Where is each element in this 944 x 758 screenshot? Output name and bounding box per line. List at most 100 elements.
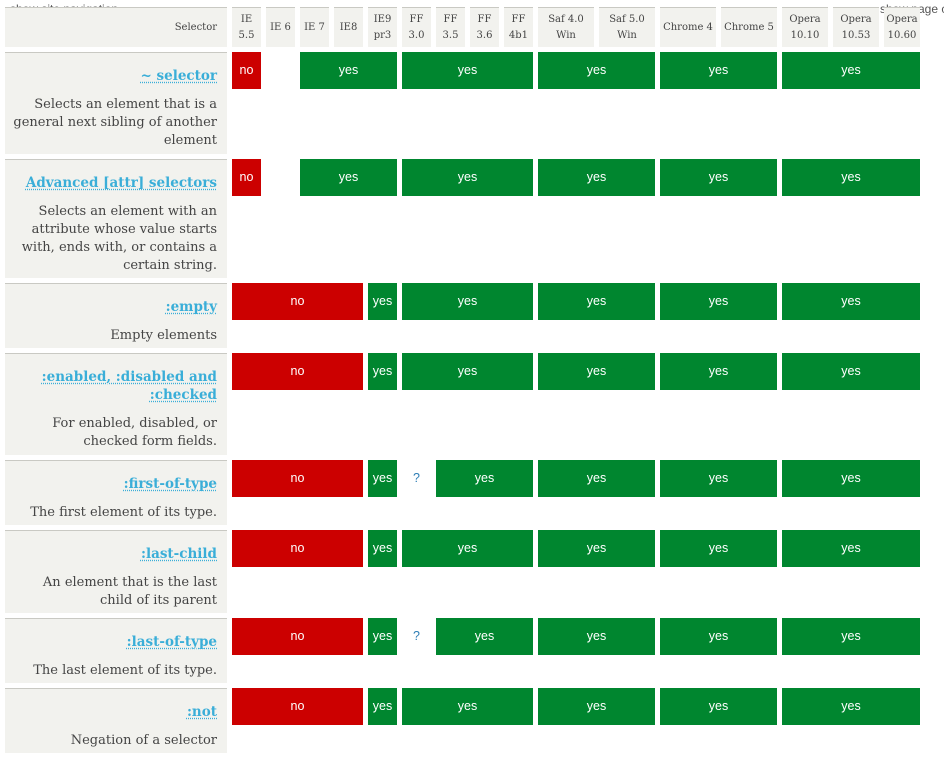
support-cell: yes — [368, 460, 397, 525]
browser-name: FF — [511, 13, 526, 25]
browser-name: IE 7 — [304, 21, 325, 33]
support-cell: yes — [300, 52, 397, 154]
browser-column-header: IE 6 — [266, 7, 295, 47]
support-yes-badge: yes — [368, 618, 397, 655]
support-cell: yes — [436, 618, 533, 683]
browser-column-header: IE9 pr3 — [368, 7, 397, 47]
selector-link[interactable]: :not — [186, 704, 217, 720]
support-cell: yes — [402, 353, 533, 455]
browser-column-header: FF 3.6 — [470, 7, 499, 47]
support-cell: ? — [402, 618, 431, 683]
support-cell: yes — [782, 460, 920, 525]
selector-description: Empty elements — [110, 328, 217, 343]
selector-link[interactable]: :enabled, :disabled and :checked — [41, 369, 217, 403]
browser-version: Win — [556, 29, 576, 41]
support-yes-badge: yes — [538, 688, 655, 725]
support-cell: yes — [538, 460, 655, 525]
support-cell — [266, 52, 295, 154]
selector-label-cell: ~ selector Selects an element that is a g… — [5, 52, 227, 154]
support-yes-badge: yes — [402, 688, 533, 725]
selector-link[interactable]: Advanced [attr] selectors — [25, 175, 217, 191]
selector-link[interactable]: :empty — [165, 299, 217, 315]
browser-name: Chrome 5 — [724, 21, 774, 33]
selector-row-last-of-type: :last-of-type The last element of its typ… — [5, 618, 920, 683]
support-cell: yes — [782, 159, 920, 278]
support-cell: yes — [538, 530, 655, 613]
browser-name: Chrome 4 — [663, 21, 713, 33]
support-yes-badge: yes — [782, 52, 920, 89]
support-yes-badge: yes — [402, 353, 533, 390]
support-yes-badge: yes — [538, 618, 655, 655]
support-cell: yes — [368, 530, 397, 613]
support-yes-badge: yes — [660, 353, 777, 390]
selector-label-cell: :first-of-type The first element of its t… — [5, 460, 227, 525]
selector-link[interactable]: :last-of-type — [126, 634, 217, 650]
support-cell: yes — [368, 618, 397, 683]
browser-column-header: IE 5.5 — [232, 7, 261, 47]
support-yes-badge: yes — [368, 530, 397, 567]
browser-name: IE — [240, 13, 253, 25]
support-cell: yes — [368, 283, 397, 348]
browser-name: IE 6 — [270, 21, 291, 33]
browser-column-header: IE8 — [334, 7, 363, 47]
support-yes-badge: yes — [538, 283, 655, 320]
browser-version: 5.5 — [238, 29, 255, 41]
support-cell: yes — [538, 688, 655, 753]
selector-column-header: Selector — [5, 7, 227, 47]
support-yes-badge: yes — [660, 530, 777, 567]
support-cell: yes — [402, 52, 533, 154]
support-yes-badge: yes — [368, 688, 397, 725]
support-yes-badge: yes — [782, 159, 920, 196]
support-yes-badge: yes — [402, 159, 533, 196]
support-yes-badge: yes — [782, 530, 920, 567]
selector-link[interactable]: ~ selector — [140, 68, 218, 84]
support-cell: no — [232, 52, 261, 154]
support-yes-badge: yes — [660, 159, 777, 196]
support-no-badge: no — [232, 688, 363, 725]
support-yes-badge: yes — [538, 353, 655, 390]
support-yes-badge: yes — [368, 353, 397, 390]
browser-name: Opera — [840, 13, 872, 25]
support-yes-badge: yes — [300, 52, 397, 89]
support-cell: no — [232, 688, 363, 753]
browser-column-header: Opera 10.10 — [782, 7, 828, 47]
browser-version: 3.5 — [442, 29, 459, 41]
selector-row-not: :not Negation of a selector no yes yes yes yes… — [5, 688, 920, 753]
support-yes-badge: yes — [436, 618, 533, 655]
selector-label-cell: :empty Empty elements — [5, 283, 227, 348]
selector-link[interactable]: :last-child — [140, 546, 217, 562]
support-cell: no — [232, 460, 363, 525]
browser-column-header: IE 7 — [300, 7, 329, 47]
support-cell: no — [232, 353, 363, 455]
support-cell: yes — [660, 353, 777, 455]
support-yes-badge: yes — [402, 530, 533, 567]
browser-name: FF — [443, 13, 458, 25]
support-yes-badge: yes — [436, 460, 533, 497]
browser-column-header: FF 4b1 — [504, 7, 533, 47]
support-cell: yes — [660, 159, 777, 278]
browser-column-header: Opera 10.60 — [884, 7, 920, 47]
support-cell: yes — [368, 353, 397, 455]
support-cell: yes — [660, 688, 777, 753]
support-cell: yes — [538, 159, 655, 278]
browser-compatibility-table: Selector IE 5.5 IE 6 IE 7 IE8 IE9 pr3 FF 3.0 FF 3.5… — [0, 2, 925, 758]
selector-label-cell: :last-child An element that is the last c… — [5, 530, 227, 613]
browser-name: FF — [409, 13, 424, 25]
support-cell: yes — [660, 618, 777, 683]
support-yes-badge: yes — [782, 283, 920, 320]
support-cell: yes — [368, 688, 397, 753]
support-cell: yes — [782, 283, 920, 348]
browser-version: 3.6 — [476, 29, 493, 41]
support-cell: yes — [660, 530, 777, 613]
selector-link[interactable]: :first-of-type — [123, 476, 217, 492]
browser-version: 10.60 — [887, 29, 917, 41]
browser-column-header: FF 3.5 — [436, 7, 465, 47]
selector-row-last-child: :last-child An element that is the last c… — [5, 530, 920, 613]
support-cell: yes — [538, 618, 655, 683]
browser-version: pr3 — [373, 29, 392, 41]
selector-description: Selects an element that is a general nex… — [13, 97, 217, 148]
support-cell: yes — [782, 52, 920, 154]
browser-column-header: FF 3.0 — [402, 7, 431, 47]
browser-column-header: Opera 10.53 — [833, 7, 879, 47]
selector-description: The first element of its type. — [30, 505, 217, 520]
